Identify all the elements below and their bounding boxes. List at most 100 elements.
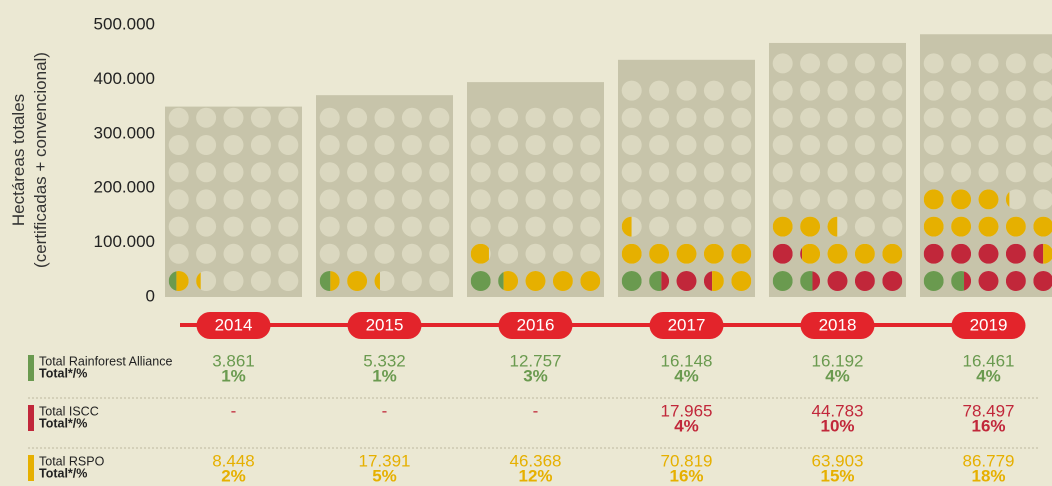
dot: [374, 243, 395, 264]
dot: [649, 107, 670, 128]
dot: [731, 216, 752, 237]
dot: [525, 216, 546, 237]
dot: [854, 216, 875, 237]
certified-dot: [951, 216, 972, 237]
dot: [621, 189, 642, 210]
dot: [525, 135, 546, 155]
value-label: 12.757: [510, 351, 562, 370]
dot: [882, 216, 903, 237]
certified-dot: [882, 271, 903, 291]
certified-dot: [176, 271, 189, 291]
dot: [552, 189, 573, 210]
certified-dot: [978, 189, 999, 210]
y-axis-label: Hectáreas totales (certificadas + convenc…: [9, 52, 50, 268]
value-label: 46.368: [510, 451, 562, 470]
dot: [800, 162, 821, 183]
dot: [827, 162, 848, 183]
dot: [498, 216, 519, 237]
y-tick-label: 500.000: [94, 14, 155, 33]
dot: [223, 216, 244, 237]
dot: [649, 189, 670, 210]
dot: [676, 189, 697, 210]
dot: [731, 107, 752, 128]
dot: [278, 162, 299, 183]
legend-name: Total Rainforest Alliance: [39, 354, 172, 368]
value-label: 8.448: [212, 451, 255, 470]
certified-dot: [800, 216, 821, 237]
certified-dot: [802, 243, 821, 264]
certified-dot: [580, 271, 601, 291]
year-pill: [196, 312, 271, 339]
dot: [827, 189, 848, 210]
y-tick-label: 0: [146, 286, 155, 305]
dot: [429, 243, 450, 264]
dot: [827, 80, 848, 101]
dot: [525, 162, 546, 183]
percent-label: 1%: [221, 366, 246, 385]
dot: [278, 107, 299, 128]
certified-dot: [1033, 271, 1052, 291]
certified-dot: [731, 271, 752, 291]
dot: [731, 80, 752, 101]
dot: [319, 189, 340, 210]
dot: [731, 135, 752, 155]
dot: [772, 189, 793, 210]
dot: [951, 107, 972, 128]
dot: [168, 107, 189, 128]
dot: [196, 189, 217, 210]
certified-dot: [470, 243, 489, 264]
dot: [196, 216, 217, 237]
dot: [951, 80, 972, 101]
dot: [223, 162, 244, 183]
certified-dot: [1043, 243, 1052, 264]
certified-dot: [319, 271, 331, 291]
certified-dot: [552, 271, 573, 291]
percent-label: 1%: [372, 366, 397, 385]
dot: [882, 162, 903, 183]
dot: [196, 243, 217, 264]
certified-dot: [1033, 216, 1052, 237]
dot: [374, 189, 395, 210]
dot: [923, 135, 944, 155]
value-label: 16.148: [661, 351, 713, 370]
dot: [923, 107, 944, 128]
dot: [498, 189, 519, 210]
dot: [1005, 189, 1026, 210]
dot: [703, 216, 724, 237]
dot: [429, 271, 450, 291]
certified-dot: [827, 243, 848, 264]
dot: [168, 162, 189, 183]
y-axis-label-line: (certificadas + convencional): [31, 52, 50, 268]
dot: [319, 135, 340, 155]
dot: [470, 107, 491, 128]
dot: [621, 107, 642, 128]
year-pill: [800, 312, 875, 339]
dot: [278, 216, 299, 237]
value-label: 63.903: [812, 451, 864, 470]
dot: [1005, 53, 1026, 74]
certified-dot: [731, 243, 752, 264]
certified-dot: [1005, 189, 1010, 210]
dot: [1033, 135, 1052, 155]
dot: [772, 53, 793, 74]
certified-dot: [812, 271, 821, 291]
dot: [703, 80, 724, 101]
dot: [223, 189, 244, 210]
dot: [498, 243, 519, 264]
dot: [347, 216, 368, 237]
dot: [978, 80, 999, 101]
dot: [278, 271, 299, 291]
legend-name: Total RSPO: [39, 454, 105, 468]
certified-dot: [951, 189, 972, 210]
dot: [1033, 53, 1052, 74]
certified-dot: [703, 271, 713, 291]
dot: [374, 135, 395, 155]
year-label: 2014: [215, 315, 253, 334]
certified-dot: [800, 271, 813, 291]
dot: [676, 80, 697, 101]
dot: [1005, 135, 1026, 155]
dot: [882, 80, 903, 101]
dot: [854, 135, 875, 155]
dot: [347, 243, 368, 264]
